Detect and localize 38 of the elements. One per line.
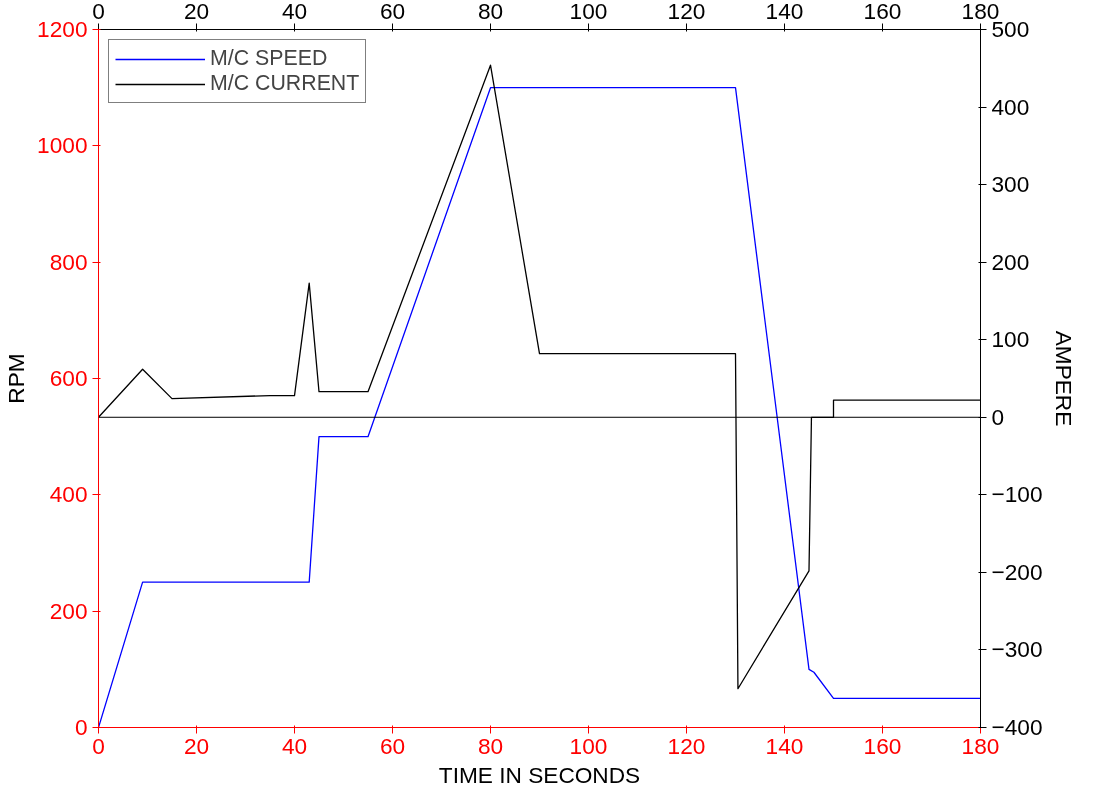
x2-tick-label: 40 [281, 0, 308, 24]
x-axis-title: TIME IN SECONDS [438, 761, 641, 788]
x-tick-label: 140 [765, 732, 804, 759]
x-tick-label: 160 [863, 732, 902, 759]
x2-tick-label: 20 [183, 0, 210, 24]
x2-tick-label: 100 [569, 0, 608, 24]
x2-tick-label: 60 [379, 0, 406, 24]
x-tick-label: 0 [92, 732, 105, 759]
y-tick-label: 0 [74, 714, 88, 740]
x2-tick-label: 160 [863, 0, 902, 24]
x-tick-label: 60 [379, 732, 406, 759]
y2-tick-label: 400 [991, 93, 1030, 120]
y2-tick-label: −200 [991, 558, 1043, 585]
x2-tick-label: 0 [92, 0, 105, 24]
y2-axis-title: AMPERE [1050, 330, 1077, 427]
y2-tick-label: 100 [991, 326, 1030, 353]
x2-tick-label: 80 [477, 0, 504, 24]
x-tick-label: 80 [477, 732, 504, 759]
y2-tick-label: 200 [991, 248, 1030, 275]
y-tick-label: 1200 [37, 16, 88, 42]
y2-tick-label: 0 [991, 403, 1005, 430]
y2-tick-label: −300 [991, 636, 1043, 663]
x-tick-label: 20 [183, 732, 210, 759]
y-axis-title: RPM [3, 353, 30, 404]
x-tick-label: 100 [569, 732, 608, 759]
y-tick-label: 400 [49, 481, 88, 508]
y2-tick-label: 300 [991, 171, 1030, 198]
y-tick-label: 600 [49, 365, 88, 391]
x2-tick-label: 120 [667, 0, 706, 24]
y2-tick-label: −100 [991, 481, 1043, 508]
y-tick-label: 1000 [37, 132, 88, 159]
y-tick-label: 800 [49, 248, 88, 275]
y-tick-label: 200 [49, 597, 88, 624]
legend-label: M/C SPEED [210, 46, 328, 71]
x-tick-label: 40 [281, 732, 308, 759]
legend-label: M/C CURRENT [210, 71, 360, 96]
x2-tick-label: 140 [765, 0, 804, 24]
x-tick-label: 120 [667, 732, 706, 759]
